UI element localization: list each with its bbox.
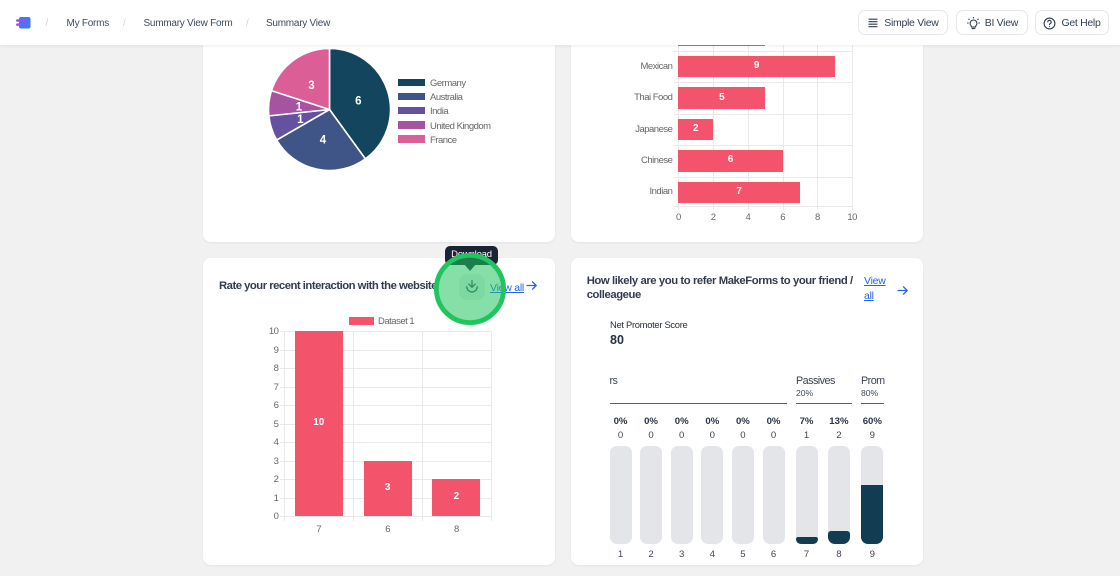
svg-text:1: 1 xyxy=(296,101,303,113)
svg-text:3: 3 xyxy=(308,80,314,92)
svg-text:4: 4 xyxy=(320,134,327,146)
svg-text:1: 1 xyxy=(297,114,304,126)
svg-text:6: 6 xyxy=(355,96,361,108)
